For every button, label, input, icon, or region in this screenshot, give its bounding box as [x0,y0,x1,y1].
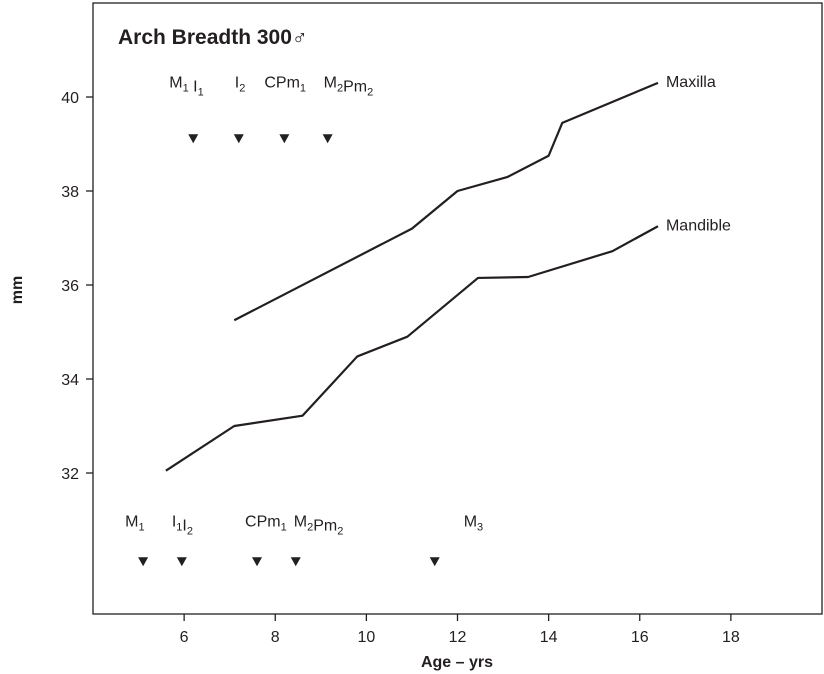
eruption-marker [290,557,301,567]
eruption-marker [176,557,187,567]
label-text: I [172,513,176,530]
x-tick-label: 18 [722,629,740,646]
label-text: Pm [343,78,367,95]
y-tick-label: 38 [61,184,79,201]
eruption-label: M2Pm2 [294,513,344,537]
eruption-marker [138,557,149,567]
label-text: M [125,513,138,530]
label-subscript: 1 [281,521,287,533]
label-text: I [189,78,198,95]
series-line [233,81,659,322]
y-axis-label: mm [9,276,26,304]
y-tick-label: 36 [61,278,79,295]
series-label: Maxilla [666,74,716,91]
label-subscript: 2 [367,86,373,98]
series-label: Mandible [666,217,731,234]
eruption-label: M1 I1 [169,74,203,98]
label-text: CPm [245,513,281,530]
eruption-label: M3 [464,513,483,533]
eruption-marker [252,557,263,567]
x-axis-label: Age – yrs [421,654,493,671]
eruption-label: M1 [125,513,144,533]
series-line [165,225,659,472]
chart-title: Arch Breadth 300♂ [118,26,308,49]
eruption-label: M2Pm2 [324,74,374,98]
eruption-marker [429,557,440,567]
y-tick-label: 32 [61,466,79,483]
eruption-label: CPm1 [245,513,287,533]
label-text: I [182,517,186,534]
label-text: M [324,74,337,91]
label-text: M [169,74,182,91]
label-subscript: 2 [337,82,343,94]
label-subscript: 2 [337,525,343,537]
label-subscript: 1 [176,521,182,533]
x-tick-label: 12 [449,629,467,646]
label-text: M [294,513,307,530]
x-tick-label: 16 [631,629,649,646]
x-tick-label: 10 [357,629,375,646]
x-tick-label: 8 [271,629,280,646]
label-subscript: 1 [300,82,306,94]
label-text: CPm [264,74,300,91]
x-tick-label: 14 [540,629,558,646]
eruption-marker [188,134,199,144]
eruption-label: I2 [235,74,246,94]
eruption-label: I1I2 [172,513,193,537]
y-tick-label: 34 [61,372,79,389]
label-text: M [464,513,477,530]
label-subscript: 3 [477,521,483,533]
label-subscript: 1 [138,521,144,533]
label-text: I [235,74,239,91]
label-subscript: 1 [183,82,189,94]
eruption-label: CPm1 [264,74,306,94]
label-text: Pm [313,517,337,534]
label-subscript: 2 [187,525,193,537]
label-subscript: 2 [239,82,245,94]
eruption-marker [322,134,333,144]
eruption-marker [233,134,244,144]
eruption-marker [279,134,290,144]
x-tick-label: 6 [180,629,189,646]
y-tick-label: 40 [61,90,79,107]
label-subscript: 1 [198,86,204,98]
label-subscript: 2 [307,521,313,533]
